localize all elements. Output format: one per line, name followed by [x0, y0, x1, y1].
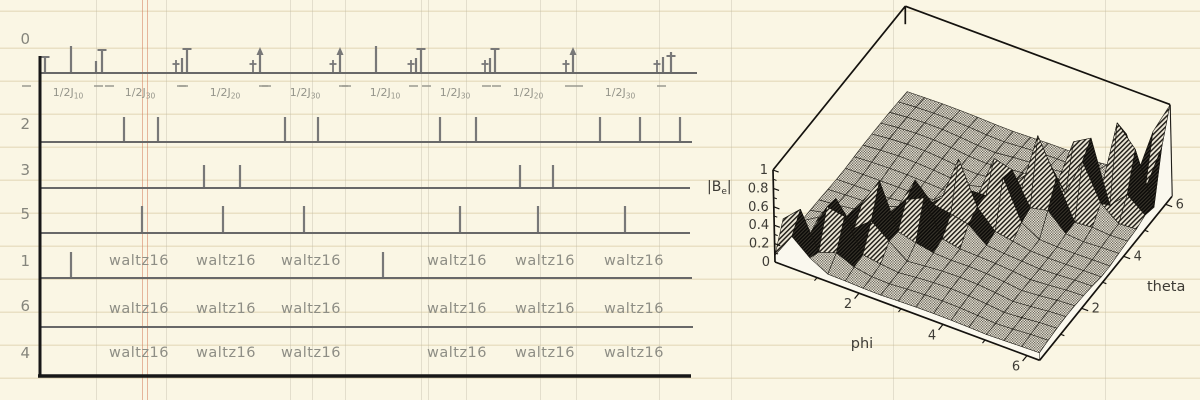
waltz16-label: waltz16 — [281, 253, 341, 269]
phi-tick-label: 6 — [1012, 360, 1020, 375]
channel-label: 6 — [20, 297, 30, 315]
phi-tick — [854, 292, 860, 300]
theta-tick — [1081, 307, 1089, 312]
paper-faint-line — [731, 0, 732, 400]
channel-label: 1 — [20, 252, 30, 270]
pulse-arrow-head — [256, 47, 264, 55]
waltz16-label: waltz16 — [281, 345, 341, 361]
channel-label: 2 — [20, 115, 30, 133]
theta-tick-label: 2 — [1092, 301, 1100, 316]
waltz16-label: waltz16 — [427, 345, 487, 361]
paper-faint-line — [576, 0, 577, 400]
paper-faint-line — [290, 0, 291, 400]
paper-faint-line — [312, 0, 313, 400]
delay-label: 1/2J20 — [513, 86, 544, 101]
paper-faint-line — [428, 0, 429, 400]
plot-box-edge — [905, 5, 1171, 106]
z-tick — [774, 243, 781, 247]
z-minor-tick — [774, 233, 778, 237]
phi-minor-tick — [982, 339, 986, 344]
paper-faint-line — [659, 0, 660, 400]
paper-faint-line — [466, 0, 467, 400]
theta-tick — [1123, 255, 1131, 260]
waltz16-label: waltz16 — [427, 253, 487, 269]
z-tick — [774, 261, 781, 265]
phi-minor-tick — [898, 308, 902, 313]
waltz16-label: waltz16 — [196, 301, 256, 317]
waltz16-label: waltz16 — [281, 301, 341, 317]
z-minor-tick — [773, 197, 778, 200]
waltz16-label: waltz16 — [604, 253, 664, 269]
pulse-arrow-head — [336, 47, 344, 55]
plot-box-edge — [1038, 195, 1173, 361]
delay-label: 1/2J30 — [290, 86, 321, 101]
plot-box-edge — [774, 261, 1040, 362]
phi-axis-label: phi — [851, 336, 873, 352]
phi-minor-tick — [814, 277, 818, 282]
paper-faint-line — [166, 0, 167, 400]
surface-cell — [1021, 334, 1049, 354]
z-tick — [773, 224, 781, 228]
theta-tick-label: 4 — [1134, 249, 1142, 264]
theta-tick — [1165, 203, 1173, 208]
theta-tick-label: 6 — [1176, 197, 1184, 212]
waltz16-label: waltz16 — [515, 253, 575, 269]
waltz16-label: waltz16 — [604, 301, 664, 317]
phi-tick — [1022, 355, 1028, 362]
z-tick-label: 0.2 — [749, 237, 770, 252]
theta-minor-tick — [1144, 229, 1149, 233]
pulse-sequence-diagram: 0 2 3 5 1 waltz16 waltz16 waltz16 waltz16 waltz16… — [20, 30, 697, 378]
pulse-arrow-head — [569, 47, 577, 55]
paper-faint-line — [345, 0, 346, 400]
delay-label: 1/2J20 — [210, 86, 241, 101]
z-axis-label: |Be| — [707, 179, 732, 197]
paper-margin-line — [146, 0, 148, 400]
delay-label: 1/2J30 — [440, 86, 471, 101]
phi-tick — [938, 324, 944, 331]
paper-faint-line — [96, 0, 97, 400]
paper-faint-line — [540, 0, 541, 400]
channel-label: 0 — [20, 30, 30, 48]
waltz16-label: waltz16 — [515, 301, 575, 317]
z-tick — [773, 187, 780, 192]
channel-label: 5 — [20, 205, 30, 223]
z-minor-tick — [774, 252, 779, 255]
paper-faint-line — [421, 0, 422, 400]
plot-box-edge — [772, 5, 906, 171]
theta-minor-tick — [1102, 281, 1107, 285]
channel-label: 4 — [20, 344, 30, 362]
waltz16-label: waltz16 — [196, 345, 256, 361]
waltz16-label: waltz16 — [109, 345, 169, 361]
phi-tick-label: 4 — [928, 328, 936, 343]
delay-label: 1/2J30 — [125, 86, 156, 101]
z-minor-tick — [773, 215, 778, 218]
waltz16-label: waltz16 — [196, 253, 256, 269]
delay-label: 1/2J30 — [605, 86, 636, 101]
channel-label: 3 — [20, 161, 30, 179]
theta-axis-label: theta — [1147, 279, 1185, 295]
paper-margin-line — [141, 0, 143, 400]
waltz16-label: waltz16 — [427, 301, 487, 317]
z-tick-label: 0.6 — [748, 200, 769, 215]
z-tick-label: 1 — [760, 163, 768, 178]
delay-label: 1/2J10 — [370, 86, 401, 101]
waltz16-label: waltz16 — [109, 253, 169, 269]
surface-plot-3d: 2 4 6 phi 2 4 6 theta 0 0.2 0.4 0.6 0.8 1 |Be| — [707, 5, 1185, 375]
z-minor-tick — [773, 178, 777, 181]
phi-tick-label: 2 — [844, 297, 852, 312]
waltz16-label: waltz16 — [515, 345, 575, 361]
z-tick-label: 0 — [762, 255, 770, 270]
z-tick-label: 0.8 — [748, 181, 769, 196]
waltz16-label: waltz16 — [604, 345, 664, 361]
theta-minor-tick — [1060, 333, 1065, 337]
z-tick — [773, 206, 780, 210]
waltz16-label: waltz16 — [109, 301, 169, 317]
delay-label: 1/2J10 — [53, 86, 84, 101]
z-tick — [772, 169, 779, 173]
z-tick-label: 0.4 — [749, 218, 770, 233]
